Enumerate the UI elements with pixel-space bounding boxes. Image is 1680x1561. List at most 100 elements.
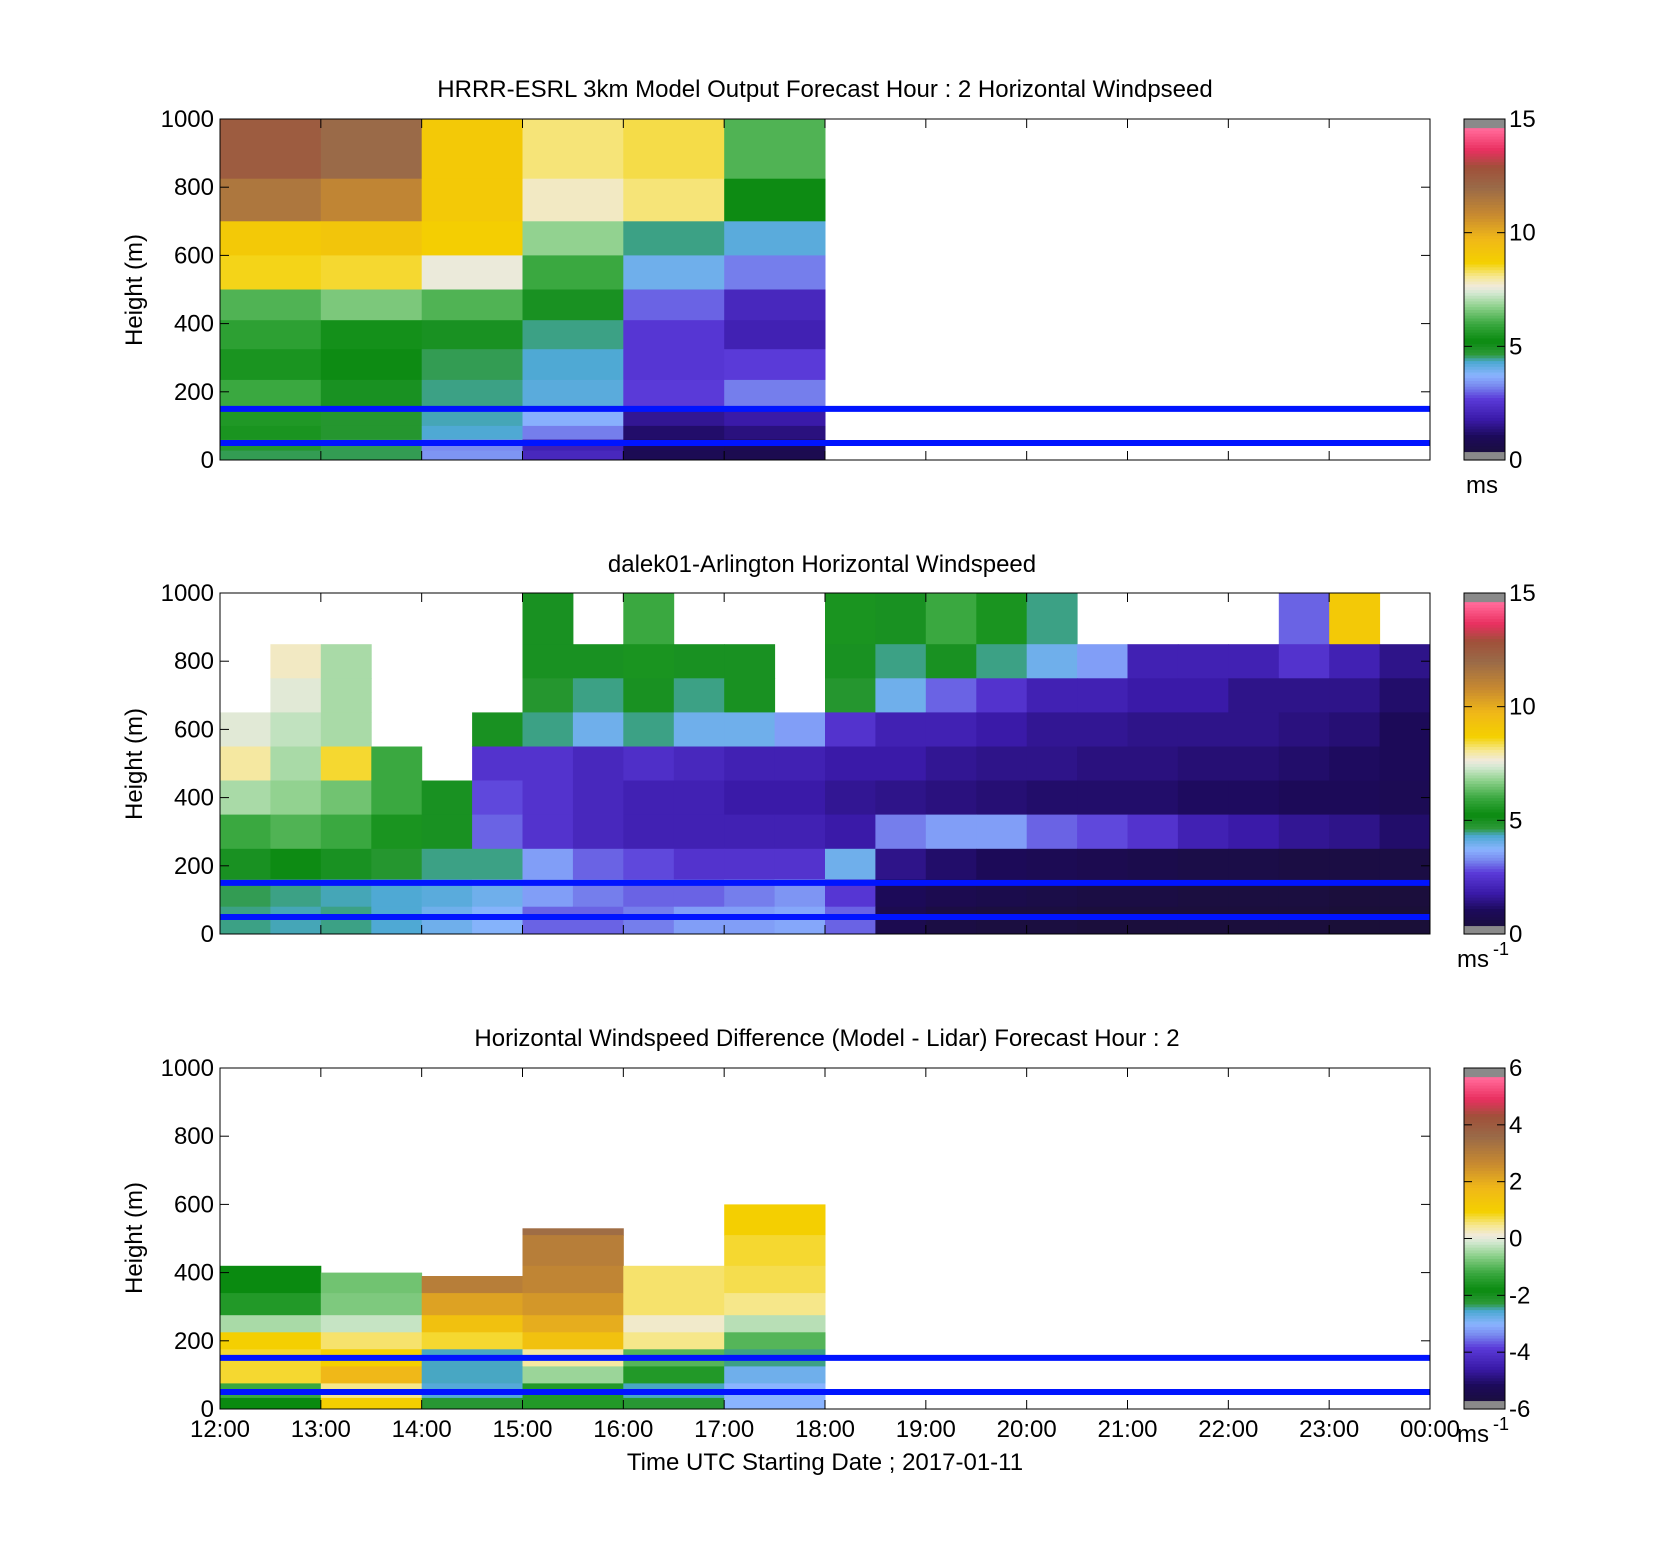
- heatmap-cell: [572, 678, 624, 713]
- colorbar-swatch: [1464, 902, 1505, 907]
- colorbar-swatch: [1464, 669, 1505, 674]
- colorbar-swatch: [1464, 1383, 1505, 1387]
- x-tick-label: 22:00: [1198, 1416, 1258, 1443]
- colorbar-swatch: [1464, 448, 1505, 453]
- heatmap-cell: [220, 450, 322, 460]
- colorbar-swatch: [1464, 224, 1505, 228]
- colorbar-swatch: [1464, 638, 1505, 642]
- colorbar-swatch: [1464, 1195, 1505, 1200]
- axis-ticks: 0 200 400 600 800 1000 12:00 13:00 14:00 15:00 16:…: [161, 1055, 1460, 1443]
- heatmap-cell: [925, 906, 977, 934]
- heatmap-cell: [522, 379, 624, 408]
- colorbar-swatch: [1464, 317, 1505, 322]
- colorbar-swatch: [1464, 394, 1505, 399]
- colorbar-swatch: [1464, 252, 1505, 256]
- colorbar-swatch: [1464, 423, 1505, 427]
- colorbar-swatch: [1464, 1224, 1505, 1228]
- heatmap-cell: [320, 1315, 423, 1333]
- colorbar-swatch: [1464, 698, 1505, 702]
- heatmap-cell: [1329, 678, 1381, 713]
- colorbar-swatch: [1464, 1175, 1505, 1180]
- colorbar-unit-superscript: -1: [1493, 1414, 1509, 1434]
- colorbar-swatch: [1464, 791, 1505, 796]
- colorbar-swatch: [1464, 229, 1505, 234]
- heatmap-cell: [421, 780, 473, 816]
- colorbar-swatch: [1464, 1247, 1505, 1251]
- colorbar-swatch: [1464, 1255, 1505, 1259]
- y-axis-label: Height (m): [121, 708, 148, 820]
- colorbar-swatch: [1464, 1238, 1505, 1242]
- heatmap-cell: [724, 119, 826, 180]
- colorbar-swatch: [1464, 440, 1505, 444]
- colorbar-swatch: [1464, 692, 1505, 696]
- heatmap-cell: [925, 848, 977, 880]
- heatmap-cell: [522, 644, 574, 679]
- colorbar-swatch: [1464, 1170, 1505, 1174]
- colorbar-swatch: [1464, 226, 1505, 231]
- y-axis-label: Height (m): [121, 234, 148, 346]
- colorbar-swatch: [1464, 1144, 1505, 1149]
- heatmap-cell: [623, 848, 675, 880]
- heatmap-cells: [220, 1204, 826, 1409]
- heatmap-cell: [623, 320, 725, 350]
- x-tick-label: 16:00: [593, 1416, 653, 1443]
- heatmap-cell: [673, 644, 725, 679]
- heatmap-cell: [1379, 746, 1430, 782]
- heatmap-cell: [673, 712, 725, 747]
- colorbar-swatch: [1464, 420, 1505, 424]
- colorbar-swatch: [1464, 451, 1505, 455]
- heatmap-cell: [1077, 848, 1128, 880]
- colorbar-swatch: [1464, 428, 1505, 433]
- heatmap-cell: [320, 678, 372, 713]
- colorbar-swatch: [1464, 894, 1505, 898]
- colorbar-swatch: [1464, 175, 1505, 180]
- colorbar-swatch: [1464, 1289, 1505, 1294]
- heatmap-cell: [673, 814, 725, 850]
- heatmap-cell: [623, 221, 725, 256]
- colorbar-swatch: [1464, 363, 1505, 367]
- colorbar-swatch: [1464, 1201, 1505, 1205]
- y-tick-label: 400: [174, 311, 214, 338]
- heatmap-cell: [925, 780, 977, 816]
- x-tick-label: 13:00: [291, 1416, 351, 1443]
- colorbar-unit-superscript: -1: [1493, 939, 1509, 959]
- colorbar-swatch: [1464, 1272, 1505, 1277]
- heatmap-cell: [1077, 712, 1128, 747]
- colorbar-swatch: [1464, 408, 1505, 413]
- colorbar-swatch: [1464, 1198, 1505, 1203]
- heatmap-cell: [1026, 644, 1078, 679]
- heatmap-cell: [320, 746, 372, 782]
- heatmap-cell: [623, 678, 675, 713]
- heatmap-cell: [421, 906, 473, 934]
- heatmap-cell: [522, 1315, 624, 1333]
- colorbar-swatch: [1464, 700, 1505, 705]
- heatmap-cell: [724, 678, 776, 713]
- colorbar-swatch: [1464, 1113, 1505, 1117]
- colorbar-swatch: [1464, 1121, 1505, 1126]
- y-tick-label: 600: [174, 1191, 214, 1218]
- colorbar-swatch: [1464, 286, 1505, 291]
- heatmap-cell: [1177, 644, 1229, 679]
- heatmap-cell: [875, 678, 927, 713]
- y-tick-label: 200: [174, 379, 214, 406]
- heatmap-cell: [220, 1366, 322, 1384]
- y-tick-label: 1000: [161, 580, 214, 607]
- heatmap-cell: [421, 379, 523, 408]
- colorbar-swatch: [1464, 871, 1505, 875]
- heatmap-cell: [925, 712, 977, 747]
- colorbar-swatch: [1464, 826, 1505, 830]
- colorbar-swatch: [1464, 1292, 1505, 1296]
- heatmap-cell: [623, 178, 725, 222]
- heatmap-cell: [220, 407, 322, 427]
- colorbar-swatch: [1464, 735, 1505, 739]
- heatmap-cell: [220, 255, 322, 290]
- colorbar-swatch: [1464, 749, 1505, 753]
- heatmap-cell: [1077, 814, 1128, 850]
- colorbar-swatch: [1464, 783, 1505, 787]
- colorbar-swatch: [1464, 1136, 1505, 1140]
- colorbar-swatch: [1464, 1104, 1505, 1109]
- colorbar-swatch: [1464, 1141, 1505, 1146]
- heatmap-cell: [522, 1397, 624, 1409]
- colorbar-swatch: [1464, 644, 1505, 648]
- heatmap-cell: [320, 450, 423, 460]
